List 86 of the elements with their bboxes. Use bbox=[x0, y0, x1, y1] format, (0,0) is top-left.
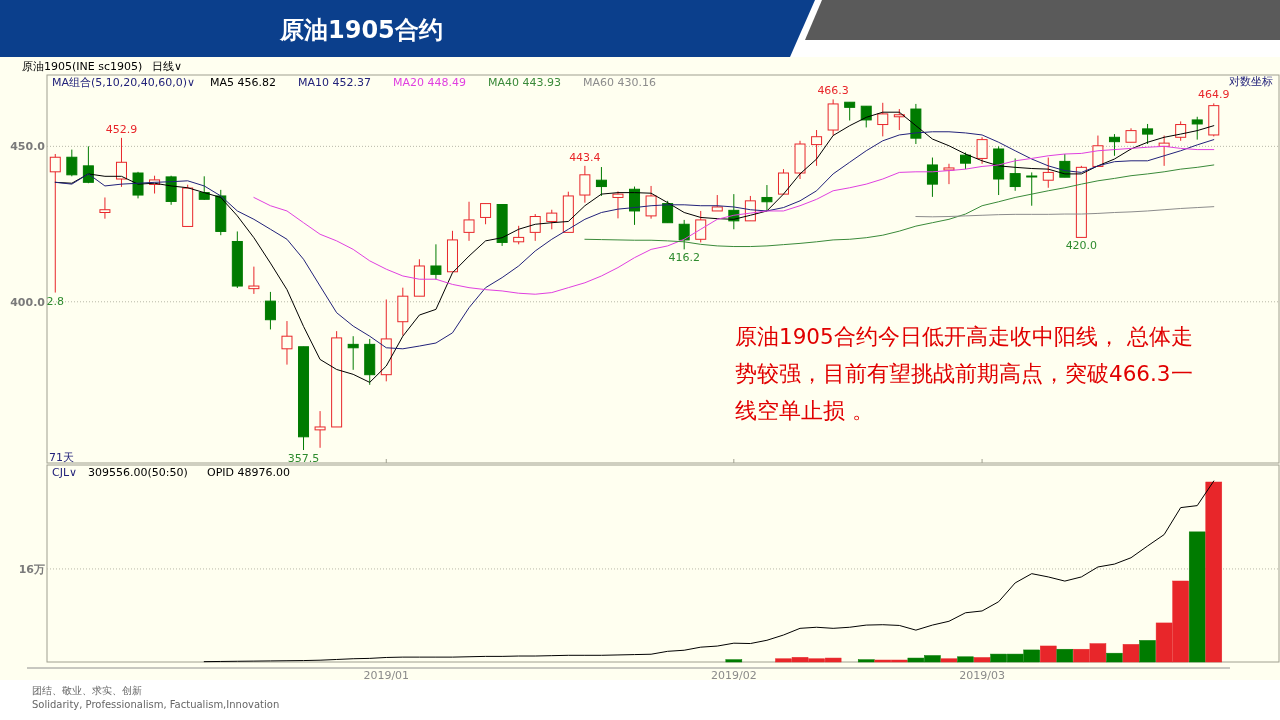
line-series bbox=[584, 164, 1215, 248]
candlestick bbox=[529, 213, 541, 242]
candlestick bbox=[645, 185, 657, 220]
candlestick bbox=[943, 163, 955, 185]
candlestick bbox=[66, 149, 78, 177]
x-tick-label: 2019/03 bbox=[959, 669, 1005, 682]
candlestick bbox=[662, 200, 674, 224]
candlestick bbox=[926, 157, 938, 198]
candlestick bbox=[1191, 116, 1203, 141]
candlestick bbox=[678, 219, 690, 250]
annotation: 原油1905合约今日低开高走收中阳线， 总体走势较强，目前有望挑战前期高点，突破466.3一线空单止损 。 bbox=[735, 323, 1194, 425]
candlestick bbox=[281, 320, 293, 366]
candlestick bbox=[115, 137, 127, 188]
chart-title: 原油1905合约 bbox=[279, 16, 443, 44]
candlestick bbox=[1175, 120, 1187, 142]
text: MA40 443.93 bbox=[488, 76, 561, 89]
candlestick bbox=[860, 105, 872, 128]
text: 日线∨ bbox=[152, 60, 183, 73]
candlestick bbox=[347, 335, 359, 371]
x-tick-label: 2019/02 bbox=[710, 669, 757, 682]
annotation: MA组合(5,10,20,40,60,0)∨ bbox=[52, 76, 196, 89]
text: 团结、敬业、求实、创新 bbox=[32, 685, 142, 696]
candlestick bbox=[761, 184, 773, 212]
candlestick bbox=[99, 196, 111, 220]
candlestick bbox=[198, 175, 210, 201]
candlestick bbox=[314, 410, 326, 449]
annotation: 357.5 bbox=[287, 452, 320, 466]
candlestick bbox=[1026, 171, 1038, 207]
bar bbox=[1106, 652, 1123, 663]
text: 309556.00(50:50) bbox=[88, 466, 188, 479]
annotation: 71天 bbox=[49, 451, 74, 464]
candlestick bbox=[49, 153, 61, 294]
annotation: 2.8 bbox=[46, 294, 65, 308]
annotation: 464.9 bbox=[1198, 88, 1230, 102]
candlestick bbox=[695, 210, 707, 243]
candlestick bbox=[811, 129, 823, 167]
y-tick-label: 400.0 bbox=[10, 295, 46, 309]
bar bbox=[1056, 648, 1074, 663]
candlestick bbox=[1009, 157, 1021, 192]
bar bbox=[857, 659, 875, 663]
bar bbox=[940, 658, 958, 663]
candlestick bbox=[1108, 133, 1120, 157]
candlestick bbox=[248, 266, 260, 295]
text: Solidarity, Professionalism, Factualism,Innovation bbox=[32, 699, 280, 710]
bar bbox=[1040, 645, 1057, 663]
bar bbox=[1205, 481, 1223, 663]
ref-line-label: 16万 bbox=[18, 562, 45, 576]
annotation: 452.9 bbox=[105, 122, 138, 136]
candlestick bbox=[1142, 123, 1154, 145]
candlestick bbox=[430, 243, 442, 281]
text: MA20 448.49 bbox=[393, 76, 466, 89]
bar bbox=[725, 659, 743, 663]
bar bbox=[1139, 640, 1156, 663]
candlestick bbox=[480, 203, 492, 225]
candlestick bbox=[595, 166, 607, 197]
bar bbox=[973, 657, 991, 663]
candlestick bbox=[513, 225, 525, 245]
candlestick bbox=[1158, 135, 1170, 167]
candlestick bbox=[1042, 157, 1054, 189]
text: MA10 452.37 bbox=[298, 76, 371, 89]
text: 原油1905(INE sc1905) bbox=[22, 60, 143, 73]
text: MA5 456.82 bbox=[210, 76, 276, 89]
candlestick bbox=[579, 165, 591, 204]
line-series bbox=[915, 206, 1215, 218]
candlestick bbox=[612, 190, 624, 219]
candlestick bbox=[877, 102, 889, 137]
bar bbox=[957, 656, 974, 663]
x-tick-label: 2019/01 bbox=[363, 669, 410, 682]
candlestick bbox=[844, 101, 856, 121]
candlestick bbox=[463, 201, 475, 242]
candlestick bbox=[264, 291, 276, 330]
text: CJL∨ bbox=[52, 466, 78, 479]
text: 对数坐标 bbox=[1229, 75, 1273, 88]
annotation: 416.2 bbox=[668, 251, 700, 265]
text: MA60 430.16 bbox=[583, 76, 656, 89]
candlestick bbox=[1092, 135, 1104, 167]
candlestick bbox=[976, 136, 988, 165]
annotation: 420.0 bbox=[1065, 239, 1098, 253]
annotation: 443.4 bbox=[569, 150, 601, 164]
y-tick-label: 450.0 bbox=[10, 140, 46, 154]
bar bbox=[1188, 531, 1206, 663]
candlestick bbox=[777, 168, 789, 195]
text: OPID 48976.00 bbox=[207, 466, 290, 479]
annotation: 466.3 bbox=[817, 84, 849, 98]
bar bbox=[1122, 644, 1140, 663]
candlestick bbox=[546, 209, 558, 230]
